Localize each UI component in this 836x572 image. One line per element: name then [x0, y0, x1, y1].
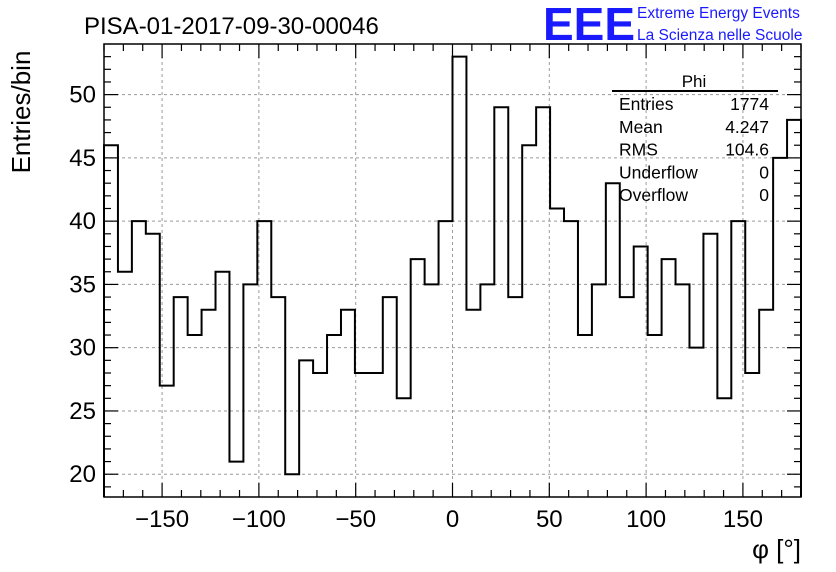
y-tick-label: 35 [69, 271, 96, 298]
stats-value: 0 [759, 185, 769, 205]
x-tick-label: 0 [446, 506, 459, 533]
y-tick-label: 50 [69, 82, 96, 109]
brand-line-2: La Scienza nelle Scuole [637, 27, 802, 44]
y-tick-label: 45 [69, 145, 96, 172]
stats-label: Overflow [619, 185, 688, 205]
stats-value: 104.6 [725, 140, 769, 160]
axis-ticks [103, 44, 802, 497]
stats-label: RMS [619, 140, 658, 160]
stats-rows: Entries 1774 Mean 4.247 RMS 104.6 Underflow 0 Ov… [619, 94, 769, 205]
x-tick-label: 100 [626, 506, 666, 533]
y-axis-label: Entries/bin [6, 51, 36, 174]
y-tick-label: 25 [69, 398, 96, 425]
stats-label: Entries [619, 94, 674, 114]
chart-title: PISA-01-2017-09-30-00046 [84, 13, 379, 40]
stats-label: Underflow [619, 162, 698, 182]
stats-value: 1774 [730, 94, 769, 114]
stats-box: Phi Entries 1774 Mean 4.247 RMS 104.6 Underflo… [612, 72, 778, 205]
axis-tick-labels: −150 −100 −50 0 50 100 150 20 25 30 35 40 45 50 [69, 82, 763, 533]
x-tick-label: −150 [135, 506, 189, 533]
y-tick-label: 30 [69, 335, 96, 362]
stats-name: Phi [682, 72, 707, 91]
x-tick-label: −50 [335, 506, 376, 533]
stats-value: 0 [759, 162, 769, 182]
x-tick-label: −100 [232, 506, 286, 533]
y-tick-label: 20 [69, 461, 96, 488]
x-axis-label: φ [°] [752, 534, 801, 564]
stats-value: 4.247 [725, 117, 769, 137]
y-tick-label: 40 [69, 208, 96, 235]
eee-logo: EEE [543, 0, 635, 50]
brand-line-1: Extreme Energy Events [637, 5, 800, 22]
x-tick-label: 50 [536, 506, 563, 533]
stats-label: Mean [619, 117, 663, 137]
x-tick-label: 150 [723, 506, 763, 533]
